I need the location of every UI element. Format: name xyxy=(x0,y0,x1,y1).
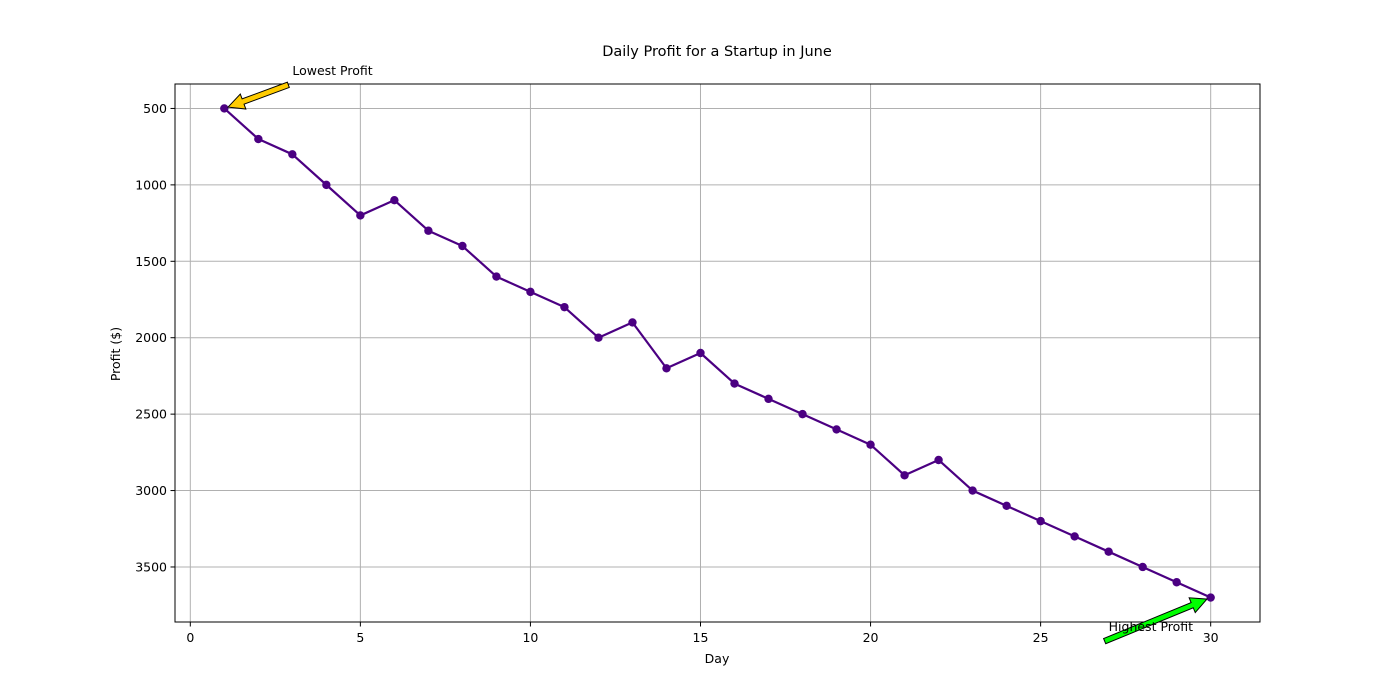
x-tick-label: 30 xyxy=(1203,630,1219,645)
x-tick-label: 10 xyxy=(522,630,538,645)
series-line xyxy=(223,107,1212,599)
grid-lines xyxy=(175,84,1260,622)
data-point xyxy=(1206,593,1215,602)
data-point xyxy=(322,180,331,190)
y-axis-label: Profit ($) xyxy=(108,327,123,381)
y-tick-label: 3500 xyxy=(135,559,167,574)
annotation-label: Lowest Profit xyxy=(292,63,372,78)
data-point xyxy=(1036,516,1045,526)
data-point xyxy=(458,241,467,251)
x-tick-label: 0 xyxy=(186,630,194,645)
annotation-arrow xyxy=(227,81,290,110)
data-point xyxy=(900,471,909,480)
data-point xyxy=(288,150,297,159)
data-point xyxy=(968,486,977,495)
data-point xyxy=(1002,501,1011,511)
data-point xyxy=(560,302,569,312)
data-point xyxy=(526,287,535,297)
y-tick-label: 1500 xyxy=(135,254,167,269)
data-point xyxy=(832,425,841,434)
x-tick-label: 15 xyxy=(693,630,709,645)
y-axis-ticks: 500 1000 1500 2000 2500 3000 3500 xyxy=(135,101,175,574)
y-tick-label: 3000 xyxy=(135,483,167,498)
data-point xyxy=(730,379,739,388)
y-tick-label: 500 xyxy=(143,101,167,116)
x-tick-label: 5 xyxy=(356,630,364,645)
annotation-arrow xyxy=(1102,597,1209,645)
data-point xyxy=(594,333,603,342)
data-point xyxy=(628,318,637,327)
data-point xyxy=(798,409,807,419)
x-tick-label: 20 xyxy=(863,630,879,645)
y-tick-label: 2000 xyxy=(135,330,167,345)
y-tick-label: 2500 xyxy=(135,407,167,422)
y-tick-label: 1000 xyxy=(135,177,167,192)
data-point xyxy=(1138,562,1147,572)
series-layer xyxy=(220,104,1215,602)
data-point xyxy=(1104,547,1113,556)
x-axis-ticks: 0 5 10 15 20 25 30 xyxy=(186,622,1219,645)
data-point xyxy=(662,364,671,373)
data-point xyxy=(934,455,943,465)
data-point xyxy=(492,272,501,281)
data-point xyxy=(254,134,263,144)
data-point xyxy=(1172,578,1181,587)
data-point xyxy=(390,195,399,205)
data-point xyxy=(424,226,433,235)
x-axis-label: Day xyxy=(705,651,730,666)
data-point xyxy=(696,348,705,358)
data-point xyxy=(220,104,229,113)
chart-title: Daily Profit for a Startup in June xyxy=(602,44,832,60)
annotations: Lowest Profit Highest Profit xyxy=(227,63,1209,645)
data-point xyxy=(356,211,365,220)
plot-frame xyxy=(174,83,1261,623)
data-point xyxy=(764,394,773,404)
x-tick-label: 25 xyxy=(1033,630,1049,645)
annotation-label: Highest Profit xyxy=(1109,619,1194,634)
data-point xyxy=(1070,532,1079,541)
data-point xyxy=(866,440,875,449)
